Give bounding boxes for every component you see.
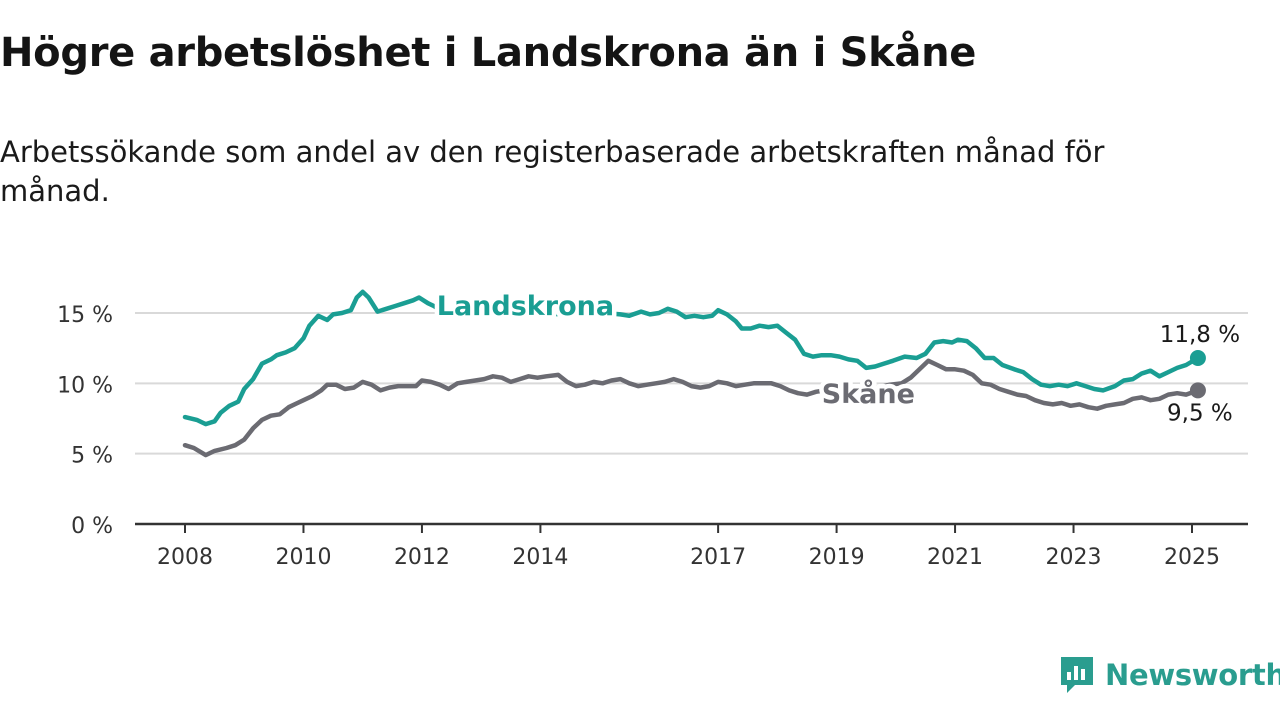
x-tick-label: 2025 [1164,545,1220,570]
x-tick-label: 2012 [394,545,450,570]
x-tick-label: 2010 [275,545,331,570]
newsworthy-logo-icon [1061,657,1093,693]
end-value-landskrona: 11,8 % [1160,322,1240,348]
series-line-landskrona [182,289,1201,427]
newsworthy-brand: Newsworthy [1059,655,1280,695]
x-tick-label: 2008 [157,545,213,570]
y-tick-label: 15 % [57,303,113,328]
series-labels: Landskrona Skåne 11,8 % 9,5 % [432,287,1240,427]
x-tick-label: 2014 [512,545,568,570]
series-label-landskrona: Landskrona [437,291,614,322]
x-axis: 2008 2010 2012 2014 2017 2019 2021 2023 2025 [135,522,1248,570]
chart-subtitle: Arbetssökande som andel av den registerb… [0,135,1105,208]
x-tick-label: 2021 [927,545,983,570]
chart-title: Högre arbetslöshet i Landskrona än i Skå… [0,30,977,76]
series-label-skane: Skåne [822,378,915,410]
series-lines [182,289,1206,458]
y-tick-label: 0 % [71,514,113,539]
series-end-marker [1189,382,1206,399]
x-tick-label: 2019 [809,545,865,570]
series-line-skåne [182,358,1201,458]
series-end-marker [1189,350,1206,367]
end-value-skane: 9,5 % [1167,400,1233,426]
x-tick-label: 2017 [690,545,746,570]
x-tick-label: 2023 [1046,545,1102,570]
y-axis-ticks: 0 % 5 % 10 % 15 % [57,303,113,539]
brand-name: Newsworthy [1105,658,1280,692]
y-tick-label: 10 % [57,373,113,398]
y-tick-label: 5 % [71,444,113,469]
